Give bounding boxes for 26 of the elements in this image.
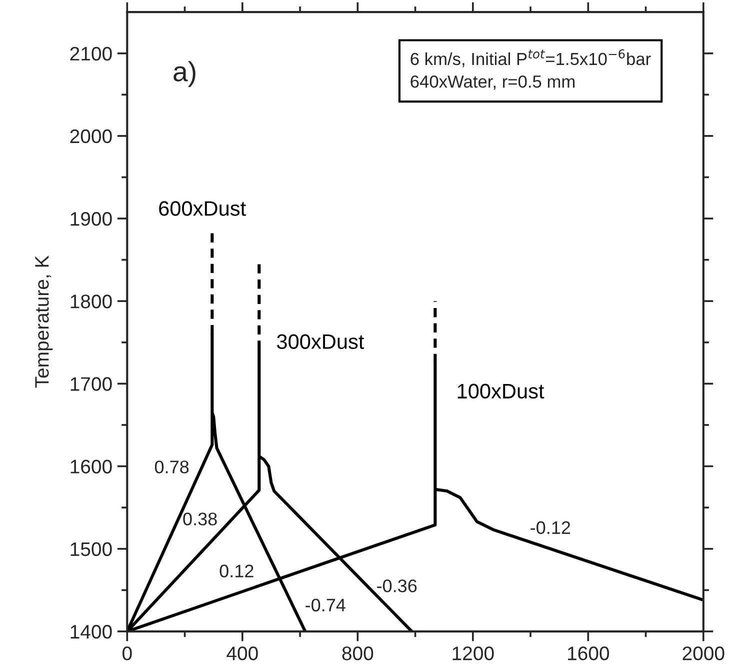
- y-tick-label: 1800: [70, 294, 112, 308]
- annotation: 0.78: [154, 460, 189, 474]
- annotation: 0.38: [183, 512, 217, 526]
- annotation: 0.12: [220, 564, 254, 578]
- x-tick-label: 1200: [452, 646, 494, 660]
- annotation: a): [174, 61, 196, 87]
- annotation: -0.74: [306, 598, 346, 612]
- x-tick-label: 400: [226, 646, 258, 660]
- y-tick-label: 1600: [70, 460, 112, 474]
- series-label: 300xDust: [276, 334, 364, 350]
- x-tick-label: 1600: [568, 646, 610, 660]
- y-tick-label: 1400: [70, 624, 112, 639]
- y-tick-label: 2100: [70, 46, 112, 61]
- y-tick-label: 1500: [70, 542, 112, 556]
- series-label: 600xDust: [159, 201, 246, 216]
- y-axis-title: Temperature, K: [35, 255, 53, 388]
- y-tick-label: 1900: [70, 212, 112, 226]
- annotation: -0.36: [377, 580, 417, 592]
- y-tick-label: 1700: [70, 377, 112, 391]
- x-tick-label: 0: [122, 646, 132, 660]
- annotation: -0.12: [530, 521, 570, 534]
- x-tick-label: 800: [342, 646, 374, 660]
- text: 6 km/s, Initial P$^{tot}$=1.5x10$^{−6}$bar 640xWater, r=0.5 mm: [410, 49, 651, 90]
- x-tick-label: 2000: [682, 646, 724, 660]
- y-tick-label: 2000: [70, 129, 112, 144]
- series-label: 100xDust: [458, 384, 544, 399]
